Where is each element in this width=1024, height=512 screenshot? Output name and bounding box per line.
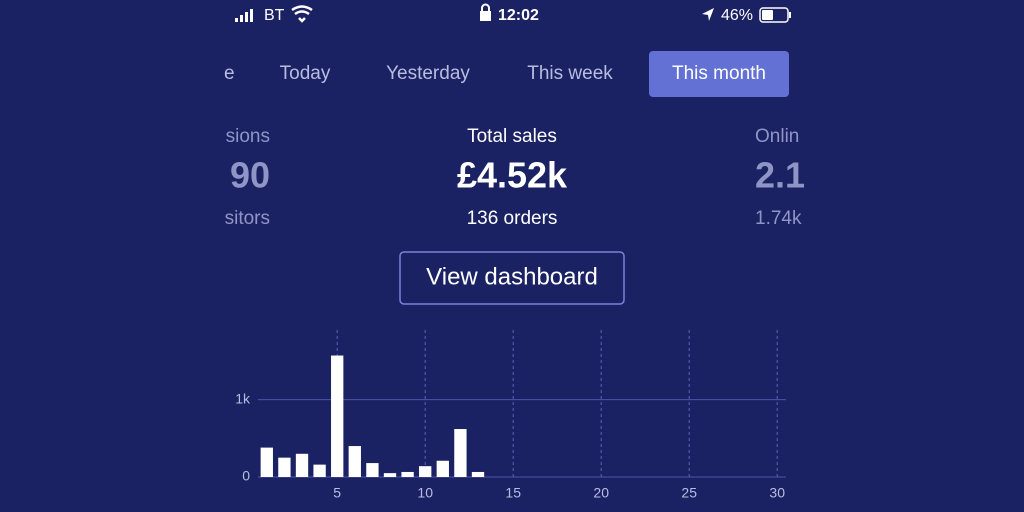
stat-sub: 136 orders <box>467 208 558 229</box>
bar <box>348 446 361 477</box>
tab[interactable]: Yesterday <box>386 63 470 84</box>
bar <box>471 471 485 477</box>
bar <box>401 471 414 477</box>
stat-label: sions <box>226 126 270 147</box>
battery-percent: 46% <box>721 7 753 24</box>
bar <box>454 429 467 477</box>
x-tick-label: 25 <box>681 485 697 501</box>
button-label[interactable]: View dashboard <box>426 263 598 290</box>
wifi-icon <box>291 5 313 23</box>
bar <box>331 355 344 477</box>
tab[interactable]: This week <box>527 63 613 84</box>
tab-selected[interactable]: This month <box>672 63 766 84</box>
bar <box>366 463 379 477</box>
selected-tab-bg[interactable] <box>649 51 789 97</box>
bar <box>383 473 397 477</box>
tab[interactable]: e <box>224 63 235 84</box>
y-tick-label: 1k <box>235 390 251 406</box>
stat-label: Onlin <box>755 126 799 147</box>
x-tick-label: 10 <box>417 485 433 501</box>
tab[interactable]: Today <box>280 63 331 84</box>
y-tick-label: 0 <box>242 468 250 484</box>
chart: 5 10 15 20 25 30 0 1k <box>235 330 786 501</box>
lock-icon <box>480 3 491 21</box>
location-icon <box>702 8 714 21</box>
bar <box>295 453 309 477</box>
stat-value: 90 <box>230 155 270 196</box>
carrier: BT <box>264 7 285 24</box>
dashboard-button[interactable] <box>399 251 625 305</box>
stat-value: 2.1 <box>755 155 805 196</box>
bar <box>419 466 432 477</box>
stat-sub: sitors <box>225 208 270 229</box>
bar <box>278 457 291 477</box>
x-tick-label: 30 <box>769 485 785 501</box>
x-tick-label: 20 <box>593 485 609 501</box>
bar <box>436 460 449 477</box>
bar <box>313 464 326 477</box>
signal-icon <box>235 9 253 22</box>
bar <box>260 447 273 477</box>
battery-icon <box>759 7 791 23</box>
stat-value: £4.52k <box>457 155 568 196</box>
stat-label: Total sales <box>467 126 557 147</box>
time: 12:02 <box>498 7 539 24</box>
stat-sub: 1.74k <box>755 208 802 229</box>
x-tick-label: 5 <box>333 485 341 501</box>
x-tick-label: 15 <box>505 485 521 501</box>
